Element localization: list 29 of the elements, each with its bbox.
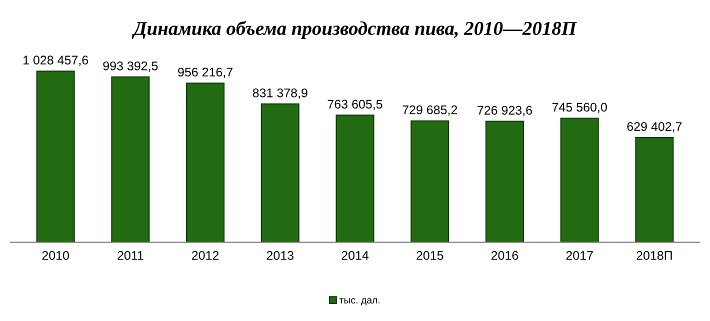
- x-tick-label: 2015: [416, 251, 444, 260]
- bar: [111, 76, 150, 242]
- data-label: 763 605,5: [328, 100, 382, 110]
- chart-title: Динамика объема производства пива, 2010—2018П: [132, 20, 577, 39]
- x-tick-label: 2011: [118, 251, 144, 260]
- data-label: 745 560,0: [552, 102, 607, 114]
- data-label: 629 402,7: [627, 122, 682, 132]
- bar: [336, 114, 374, 242]
- data-label: 956 216,7: [178, 68, 232, 78]
- bar: [260, 103, 300, 242]
- bar: [635, 137, 674, 242]
- x-tick-label: 2018П: [636, 251, 672, 260]
- bar: [186, 82, 225, 242]
- data-label: 726 923,6: [478, 106, 532, 116]
- bar: [36, 70, 75, 242]
- legend-label: тыс. дал.: [339, 298, 380, 306]
- data-label: 831 378,9: [252, 88, 308, 99]
- data-label: 993 392,5: [103, 62, 158, 72]
- x-tick-label: 2016: [491, 251, 518, 260]
- x-tick-label: 2013: [266, 251, 294, 260]
- bar: [560, 118, 599, 242]
- bar: [410, 120, 450, 242]
- x-tick-label: 2014: [342, 251, 369, 260]
- bar: [485, 120, 524, 242]
- x-tick-label: 2017: [566, 251, 593, 260]
- data-label: 729 685,2: [402, 105, 458, 116]
- x-tick-label: 2010: [42, 251, 69, 260]
- x-tick-label: 2012: [192, 251, 219, 260]
- data-label: 1 028 457,6: [24, 56, 88, 66]
